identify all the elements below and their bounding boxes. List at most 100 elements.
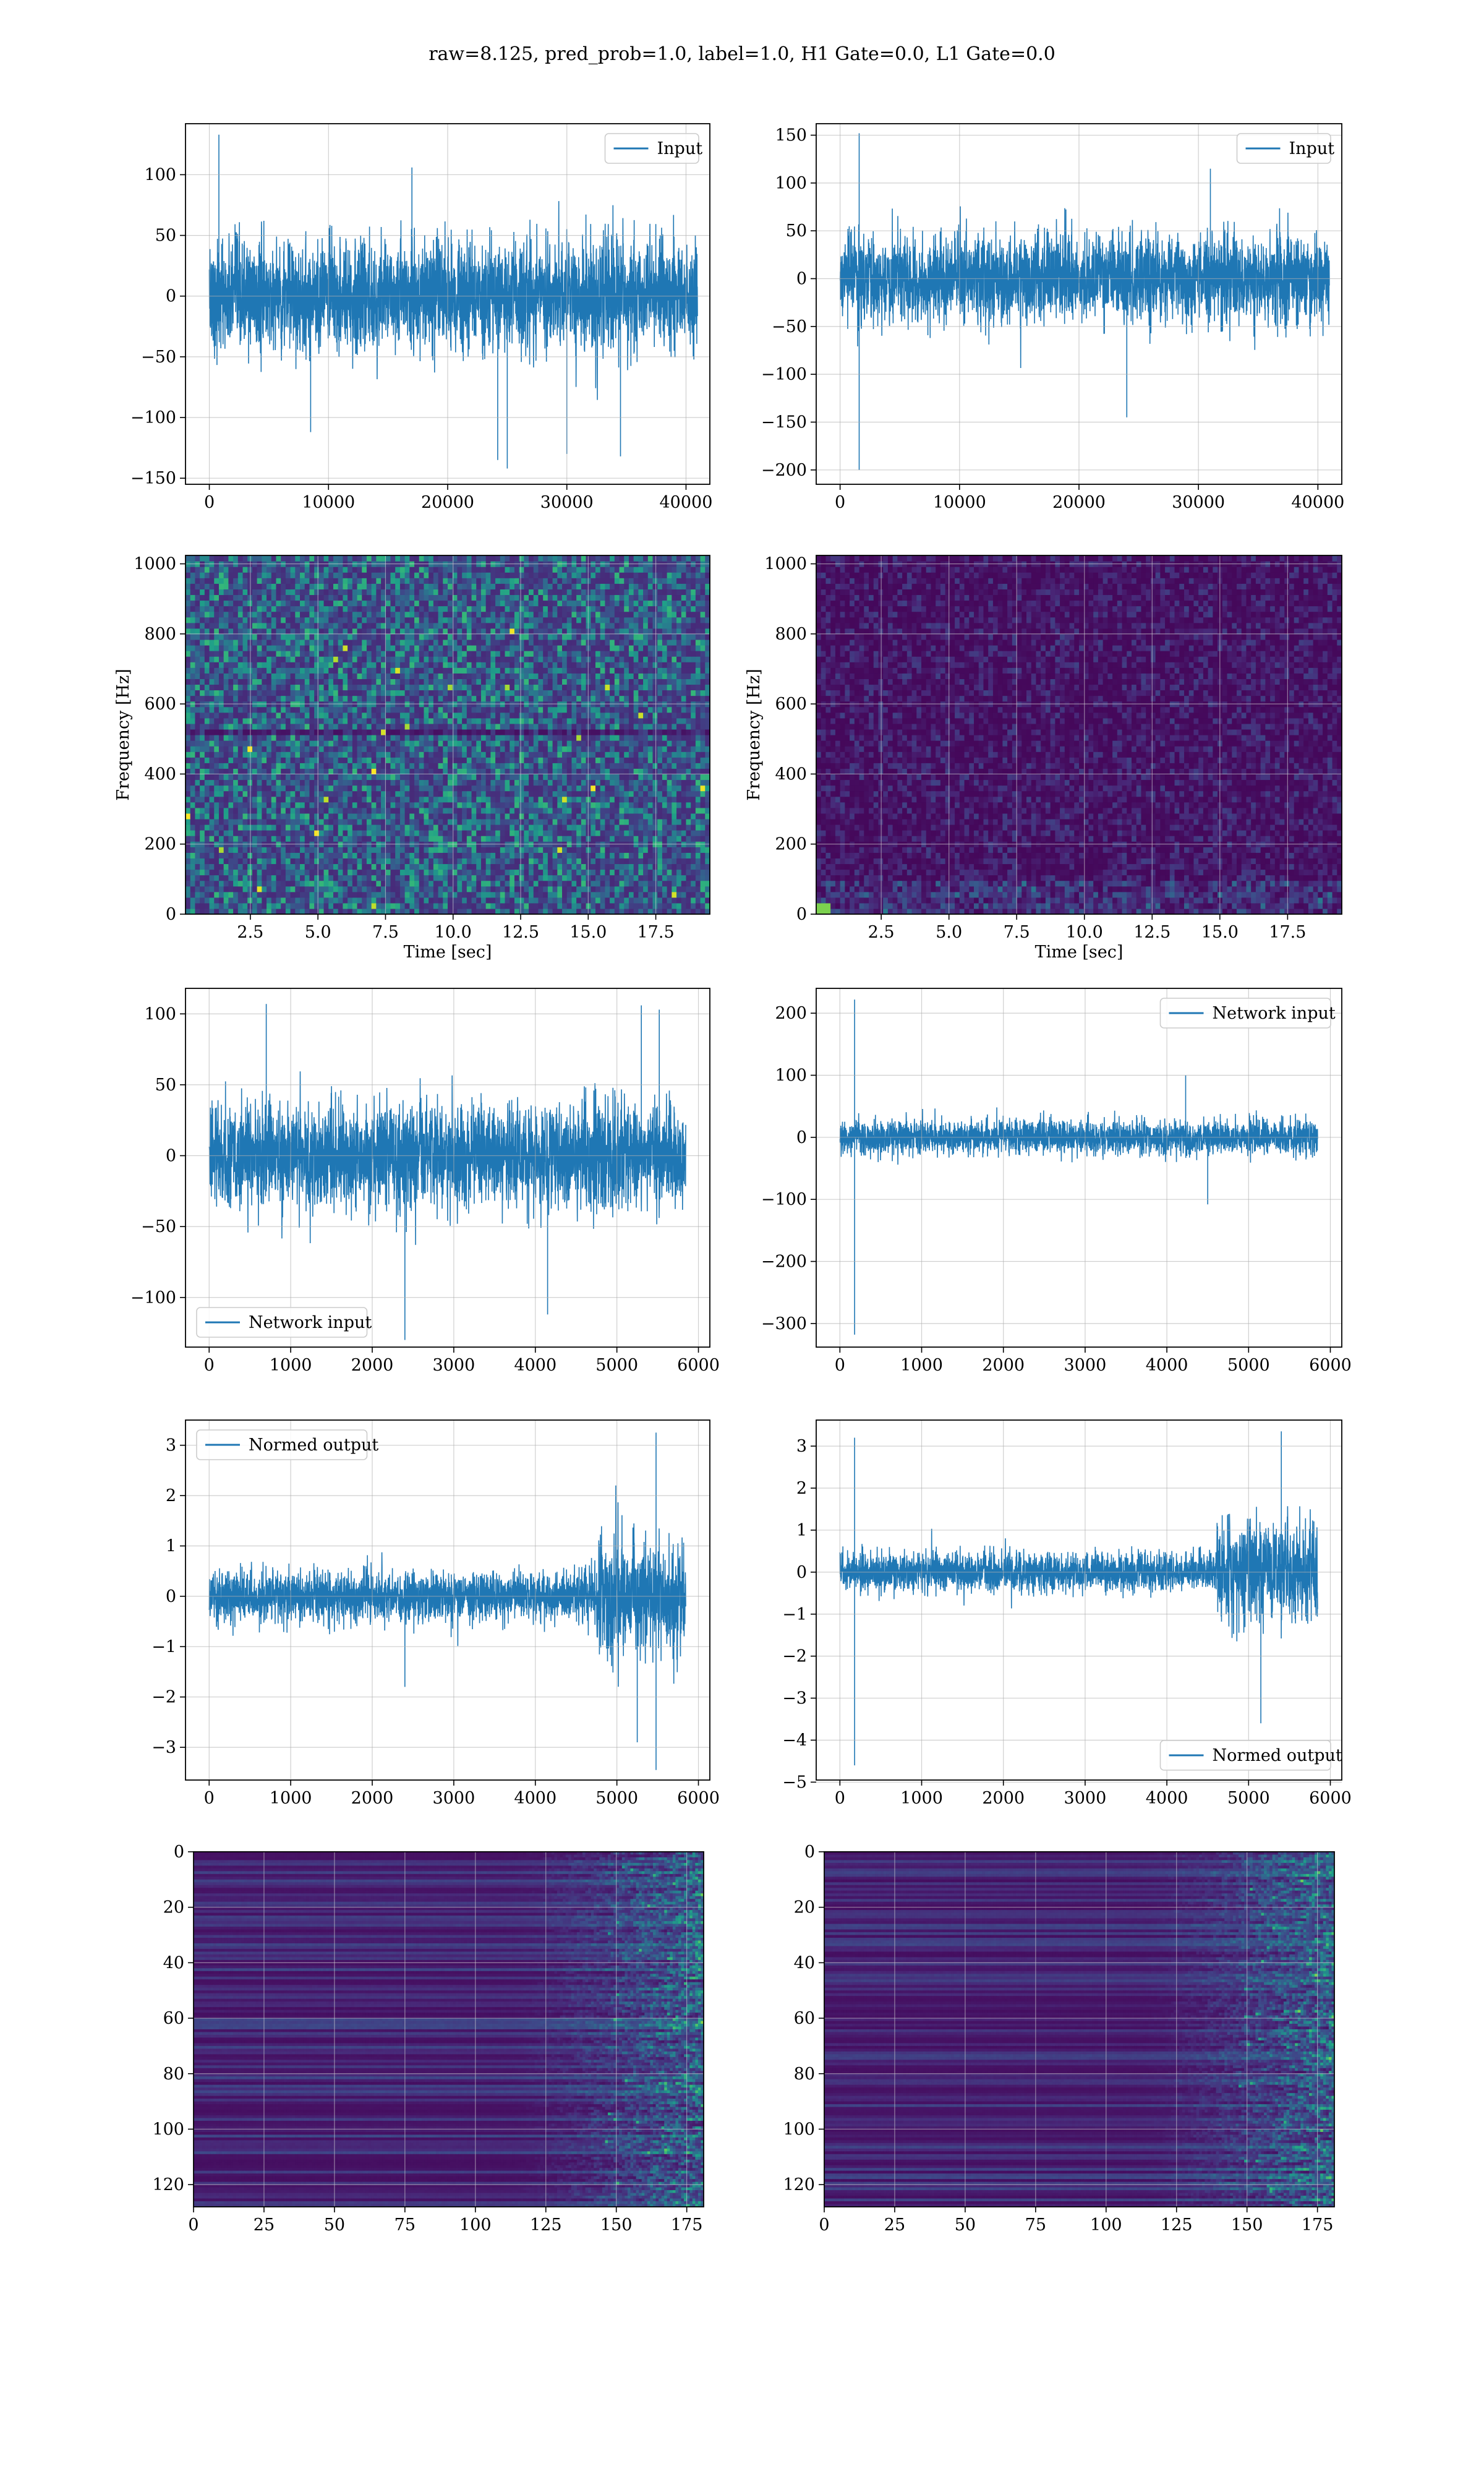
input-l1-ytick-label-6: 100 xyxy=(775,174,807,193)
feature-map-l1-ytick-label-2: 40 xyxy=(794,1953,815,1972)
normed-output-l1-xtick-label-4: 4000 xyxy=(1146,1789,1188,1808)
feature-map-h1-xtick-label-5: 125 xyxy=(530,2215,562,2235)
input-l1-xtick-label-2: 20000 xyxy=(1052,493,1106,512)
normed-output-l1-ytick-label-6: 1 xyxy=(796,1521,807,1540)
spectrogram-h1-ytick-label-2: 400 xyxy=(144,764,176,784)
network-input-l1-xtick-label-4: 4000 xyxy=(1146,1356,1188,1375)
input-h1-ytick-label-0: −150 xyxy=(130,469,176,488)
normed-output-h1-ytick-label-0: −3 xyxy=(151,1738,176,1757)
spectrogram-l1-ytick-label-0: 0 xyxy=(796,905,807,924)
network-input-h1-legend: Network input xyxy=(197,1308,372,1337)
spectrogram-h1-xtick-label-2: 7.5 xyxy=(372,923,399,942)
input-l1-legend-label: Input xyxy=(1289,139,1335,158)
spectrogram-l1-ytick-label-3: 600 xyxy=(775,695,807,714)
normed-output-h1-legend-label: Normed output xyxy=(249,1436,378,1455)
network-input-h1-xtick-label-4: 4000 xyxy=(514,1356,556,1375)
normed-output-l1-xtick-label-5: 5000 xyxy=(1227,1789,1270,1808)
feature-map-l1-xtick-label-5: 125 xyxy=(1161,2215,1193,2235)
feature-map-h1-ytick-label-4: 80 xyxy=(163,2065,184,2084)
feature-map-h1-image xyxy=(194,1852,704,2207)
spectrogram-l1-xtick-label-5: 15.0 xyxy=(1201,923,1239,942)
normed-output-h1-xtick-label-4: 4000 xyxy=(514,1789,556,1808)
network-input-h1-xtick-label-1: 1000 xyxy=(270,1356,312,1375)
network-input-l1-xtick-label-5: 5000 xyxy=(1227,1356,1270,1375)
spectrogram-l1-ytick-label-1: 200 xyxy=(775,835,807,854)
feature-map-l1-image xyxy=(824,1852,1335,2207)
normed-output-h1-xtick-label-5: 5000 xyxy=(595,1789,638,1808)
spectrogram-l1-xtick-label-0: 2.5 xyxy=(868,923,895,942)
normed-output-l1-legend-label: Normed output xyxy=(1213,1746,1342,1765)
input-l1-series-line xyxy=(840,134,1329,470)
normed-output-l1-xtick-label-2: 2000 xyxy=(982,1789,1025,1808)
spectrogram-h1-panel: 2.5 5.0 7.5 10.0 12.5 15.0 17.5020040060080010… xyxy=(114,555,710,962)
feature-map-l1-xtick-label-0: 0 xyxy=(819,2215,829,2235)
input-h1-series-line xyxy=(210,135,698,469)
spectrogram-h1-ytick-label-3: 600 xyxy=(144,695,176,714)
input-l1-ytick-label-3: −50 xyxy=(772,317,807,336)
spectrogram-h1-image xyxy=(186,555,710,915)
normed-output-l1-ytick-label-1: −4 xyxy=(782,1731,807,1750)
feature-map-l1-xtick-label-7: 175 xyxy=(1302,2215,1334,2235)
normed-output-l1-ytick-label-3: −2 xyxy=(782,1647,807,1666)
normed-output-l1-ytick-label-0: −5 xyxy=(782,1773,807,1792)
network-input-h1-series-line xyxy=(209,1004,686,1340)
network-input-h1-xtick-label-6: 6000 xyxy=(677,1356,720,1375)
network-input-l1-ytick-label-3: 0 xyxy=(796,1128,807,1147)
normed-output-l1-series-line xyxy=(840,1431,1318,1765)
network-input-h1-ytick-label-4: 100 xyxy=(144,1004,176,1024)
network-input-l1-ytick-label-5: 200 xyxy=(775,1004,807,1023)
input-l1-panel: 0 10000 20000 30000 40000−200−150−100−500501… xyxy=(761,124,1344,512)
network-input-l1-ytick-label-1: −200 xyxy=(761,1252,807,1272)
input-l1-xtick-label-0: 0 xyxy=(835,493,845,512)
feature-map-l1-ytick-label-0: 0 xyxy=(804,1843,815,1862)
network-input-l1-ytick-label-2: −100 xyxy=(761,1190,807,1209)
input-h1-ytick-label-1: −100 xyxy=(130,408,176,427)
spectrogram-l1-panel: 2.5 5.0 7.5 10.0 12.5 15.0 17.5020040060080010… xyxy=(744,555,1342,962)
network-input-h1-ytick-label-3: 50 xyxy=(155,1076,176,1095)
feature-map-l1-ytick-label-6: 120 xyxy=(783,2175,815,2194)
network-input-l1-xtick-label-6: 6000 xyxy=(1309,1356,1352,1375)
network-input-l1-xtick-label-3: 3000 xyxy=(1064,1356,1107,1375)
normed-output-l1-legend: Normed output xyxy=(1161,1740,1342,1770)
normed-output-l1-ytick-label-7: 2 xyxy=(796,1479,807,1498)
spectrogram-l1-ytick-label-5: 1000 xyxy=(764,555,807,574)
normed-output-h1-series-line xyxy=(209,1432,686,1770)
spectrogram-h1-xtick-label-4: 12.5 xyxy=(502,923,539,942)
feature-map-h1-xtick-label-3: 75 xyxy=(394,2215,416,2235)
spectrogram-h1-xtick-label-1: 5.0 xyxy=(305,923,331,942)
network-input-h1-panel: 0 1000 2000 3000 4000 5000 6000−100−50050100Ne… xyxy=(130,988,720,1375)
feature-map-h1-ytick-label-1: 20 xyxy=(163,1898,184,1917)
network-input-l1-xtick-label-1: 1000 xyxy=(900,1356,943,1375)
network-input-l1-xtick-label-2: 2000 xyxy=(982,1356,1025,1375)
input-h1-xtick-label-3: 30000 xyxy=(540,493,594,512)
normed-output-l1-ytick-label-2: −3 xyxy=(782,1689,807,1708)
spectrogram-h1-ytick-label-0: 0 xyxy=(166,905,176,924)
feature-map-h1-ytick-label-2: 40 xyxy=(163,1953,184,1972)
network-input-l1-xtick-label-0: 0 xyxy=(835,1356,845,1375)
normed-output-h1-xtick-label-1: 1000 xyxy=(270,1789,312,1808)
input-h1-xtick-label-1: 10000 xyxy=(302,493,355,512)
input-l1-ytick-label-2: −100 xyxy=(761,365,807,384)
input-l1-ytick-label-7: 150 xyxy=(775,126,807,145)
network-input-h1-xtick-label-5: 5000 xyxy=(595,1356,638,1375)
normed-output-h1-ytick-label-6: 3 xyxy=(166,1436,176,1455)
spectrogram-l1-xtick-label-6: 17.5 xyxy=(1269,923,1306,942)
spectrogram-l1-xtick-label-3: 10.0 xyxy=(1066,923,1103,942)
network-input-l1-series-line xyxy=(840,999,1318,1335)
input-h1-panel: 0 10000 20000 30000 40000−150−100−50050100In… xyxy=(130,124,713,512)
network-input-l1-ytick-label-4: 100 xyxy=(775,1066,807,1085)
input-h1-ytick-label-2: −50 xyxy=(141,348,176,367)
feature-map-h1-xtick-label-6: 150 xyxy=(600,2215,633,2235)
input-l1-xtick-label-3: 30000 xyxy=(1172,493,1225,512)
feature-map-l1-xtick-label-1: 25 xyxy=(884,2215,905,2235)
normed-output-h1-xtick-label-0: 0 xyxy=(204,1789,215,1808)
spectrogram-l1-xtick-label-1: 5.0 xyxy=(936,923,962,942)
normed-output-h1-ytick-label-4: 1 xyxy=(166,1536,176,1556)
input-h1-legend: Input xyxy=(605,134,703,163)
normed-output-l1-ytick-label-8: 3 xyxy=(796,1437,807,1456)
normed-output-h1-legend: Normed output xyxy=(197,1430,378,1460)
spectrogram-l1-image xyxy=(816,555,1342,915)
normed-output-h1-xtick-label-6: 6000 xyxy=(677,1789,720,1808)
